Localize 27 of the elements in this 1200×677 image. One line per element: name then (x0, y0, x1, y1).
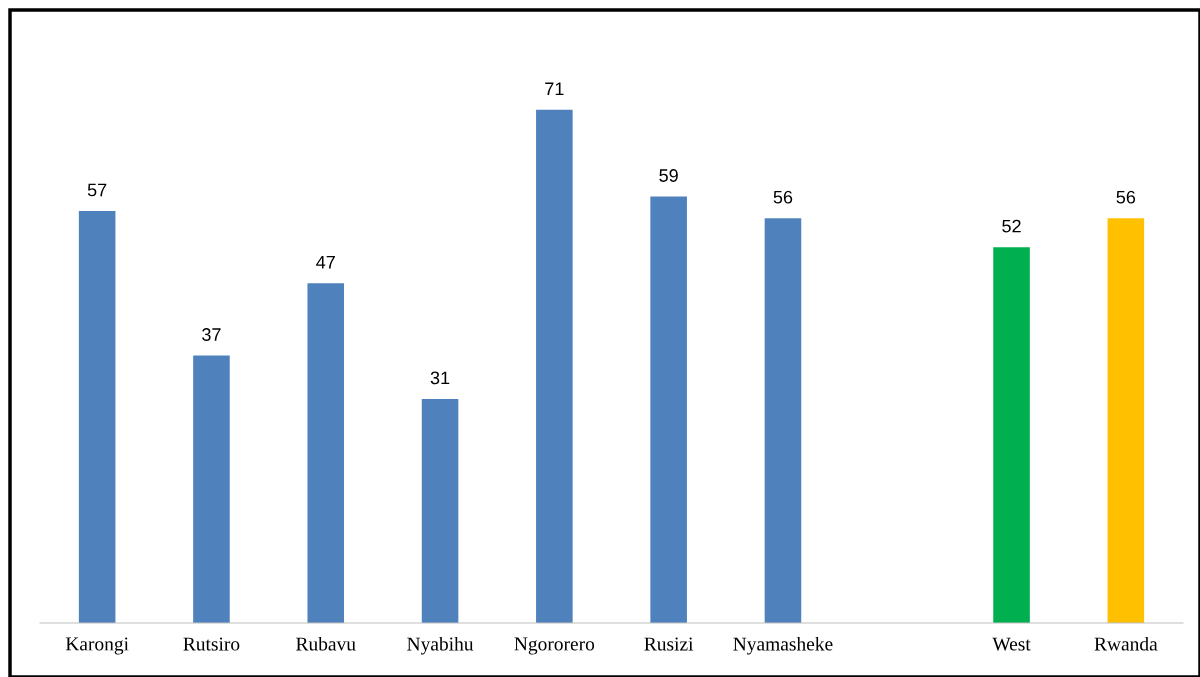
bar (764, 218, 802, 623)
bar (78, 211, 116, 623)
x-tick-label: Karongi (65, 637, 129, 655)
bar (1107, 218, 1145, 623)
data-label: 56 (773, 190, 793, 204)
x-tick-label: Ngororero (514, 637, 595, 655)
data-label: 71 (545, 82, 564, 95)
data-label: 31 (430, 371, 450, 385)
bar (650, 196, 687, 623)
bar (993, 247, 1030, 623)
x-tick-label: Rutsiro (183, 637, 240, 651)
x-tick-label: Nyabihu (407, 636, 474, 655)
bar (421, 398, 459, 623)
data-label: 37 (202, 328, 221, 341)
bar (307, 283, 345, 623)
data-label: 47 (316, 256, 335, 269)
x-tick-label: Nyamasheke (733, 636, 833, 655)
data-label: 57 (87, 183, 107, 197)
x-tick-label: Rwanda (1094, 636, 1158, 651)
x-tick-label: Rubavu (296, 636, 356, 651)
bar (536, 109, 573, 623)
data-label: 56 (1116, 190, 1136, 204)
data-label: 59 (659, 169, 678, 182)
data-label: 52 (1002, 219, 1021, 233)
bar (193, 355, 230, 623)
x-tick-label: Rusizi (644, 637, 694, 651)
x-tick-label: West (992, 637, 1031, 651)
